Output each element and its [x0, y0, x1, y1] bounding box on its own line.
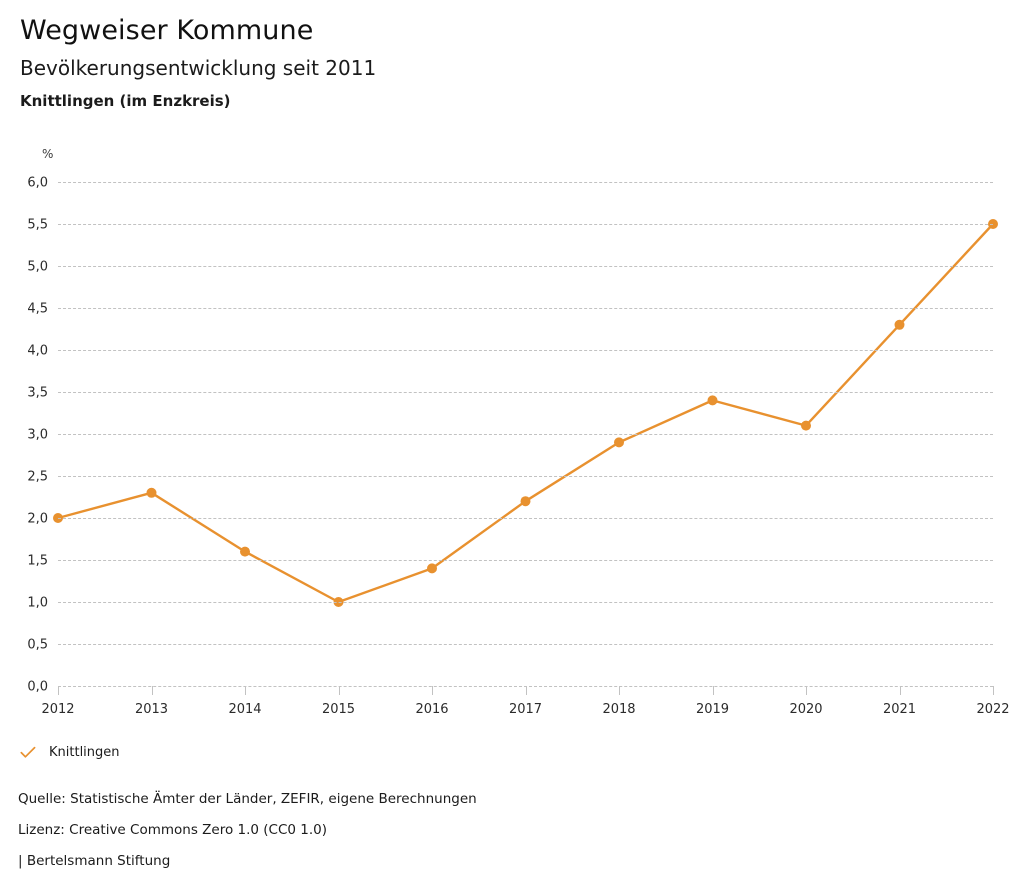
x-axis-tick-label: 2019: [695, 702, 730, 717]
y-axis-tick-label: 5,5: [27, 217, 48, 233]
footer-license: Lizenz: Creative Commons Zero 1.0 (CC0 1…: [18, 822, 328, 838]
series-line: [56, 222, 995, 604]
y-axis-tick-label: 1,0: [27, 595, 48, 611]
x-axis-tick-label: 2013: [134, 702, 169, 717]
x-axis-tick: [151, 686, 153, 695]
y-axis-tick-label: 3,5: [27, 385, 48, 401]
x-axis-tick: [525, 686, 527, 695]
data-point-marker[interactable]: [988, 219, 998, 229]
gridline: 6,0: [27, 176, 993, 191]
y-axis-unit-label: %: [42, 147, 54, 161]
x-axis-tick-label: 2016: [415, 702, 449, 717]
x-axis-tick-label: 2015: [321, 702, 356, 717]
chart-legend[interactable]: Knittlingen: [20, 745, 120, 760]
chart-footer: Quelle: Statistische Ämter der Länder, Z…: [18, 784, 978, 877]
x-axis-tick-label: 2012: [41, 702, 75, 717]
data-point-marker[interactable]: [427, 563, 437, 574]
page-header: Wegweiser Kommune Bevölkerungsentwicklun…: [20, 14, 1000, 111]
data-point-marker[interactable]: [801, 420, 811, 431]
data-point-marker[interactable]: [614, 437, 624, 448]
y-axis-tick-label: 5,0: [27, 259, 48, 275]
y-axis-tick-label: 6,0: [27, 175, 48, 191]
y-axis-tick-label: 4,5: [27, 301, 48, 317]
x-axis-tick-label: 2018: [602, 702, 636, 717]
plot-area: 0,0 0,5 1,0 1,5 2,0 2,5 3,0 3,5 4,0 4,5 5,0 5,5 6,0 2…: [27, 176, 1009, 718]
data-point-marker[interactable]: [146, 487, 157, 498]
x-axis-tick-label: 2020: [789, 702, 823, 717]
data-point-marker[interactable]: [240, 546, 250, 557]
gridline: 4,5: [27, 302, 993, 317]
data-point-marker[interactable]: [520, 496, 531, 507]
x-axis-tick: [619, 686, 620, 695]
x-axis-tick: [712, 686, 714, 695]
gridline: 2,0: [27, 512, 993, 527]
x-axis-tick-label: 2021: [882, 702, 917, 717]
data-point-marker[interactable]: [894, 319, 905, 330]
x-axis-tick-label: 2014: [228, 702, 262, 717]
page-title: Wegweiser Kommune: [20, 15, 314, 46]
gridline: 3,5: [27, 386, 993, 401]
y-axis-tick-label: 3,0: [27, 427, 48, 443]
gridline: 2,5: [27, 470, 993, 485]
y-axis-tick-label: 1,5: [27, 553, 48, 569]
footer-publisher: | Bertelsmann Stiftung: [18, 853, 171, 869]
legend-item-label: Knittlingen: [49, 745, 120, 760]
region-name: Knittlingen (im Enzkreis): [20, 92, 231, 110]
gridline: 4,0: [27, 344, 993, 359]
x-axis-tick: [806, 686, 807, 695]
y-axis-tick-label: 4,0: [27, 343, 48, 359]
chart-container: % 0,0 0,5 1,0 1,5 2,0 2,5 3,0 3,5 4,0 4,5 5,0 5,5 6,…: [0, 140, 1024, 740]
check-icon: [20, 746, 36, 758]
x-axis-tick: [245, 686, 246, 695]
data-point-marker[interactable]: [707, 395, 718, 406]
gridline: 0,5: [27, 638, 993, 653]
gridline: 1,0: [27, 596, 993, 611]
y-axis-tick-label: 2,0: [27, 511, 48, 527]
footer-source: Quelle: Statistische Ämter der Länder, Z…: [18, 791, 477, 807]
x-axis-tick: [58, 686, 59, 695]
y-axis-tick-label: 0,0: [27, 679, 48, 695]
gridline: 5,0: [27, 260, 993, 275]
x-axis-tick-label: 2017: [508, 702, 543, 717]
x-axis-tick: [993, 686, 994, 695]
page-subtitle: Bevölkerungsentwicklung seit 2011: [20, 56, 377, 80]
y-axis-tick-label: 0,5: [27, 637, 48, 653]
gridline: 1,5: [27, 554, 993, 569]
x-axis-tick: [432, 686, 433, 695]
x-axis-tick: [899, 686, 901, 695]
x-axis-tick: [338, 686, 340, 695]
gridline: 3,0: [27, 428, 993, 443]
x-axis-tick-label: 2022: [976, 702, 1010, 717]
gridline: 5,5: [27, 218, 993, 233]
y-axis-tick-label: 2,5: [27, 469, 48, 485]
